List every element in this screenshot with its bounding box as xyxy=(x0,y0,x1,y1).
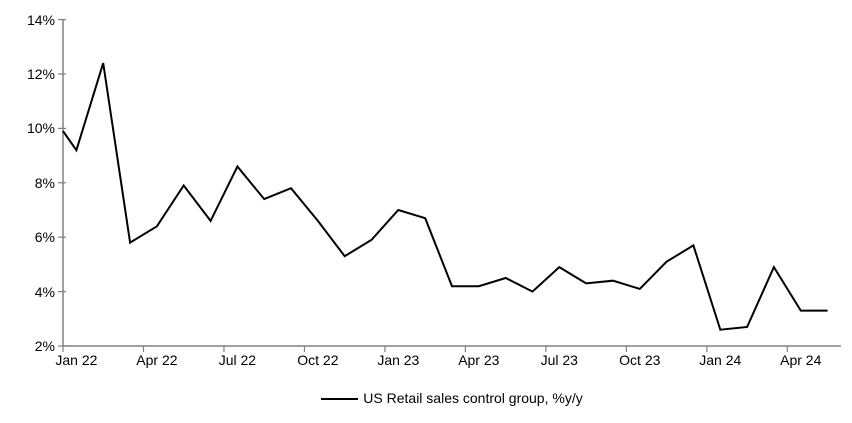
y-axis-tick-label: 2% xyxy=(34,338,55,354)
plot-area xyxy=(58,18,841,352)
y-axis-tick-label: 8% xyxy=(34,174,55,191)
x-axis-tick-label: Jul 23 xyxy=(540,352,578,368)
y-axis-tick-label: 6% xyxy=(34,229,55,246)
x-axis-tick-label: Apr 23 xyxy=(458,352,500,368)
x-axis-tick-label: Apr 24 xyxy=(780,352,822,368)
x-axis-tick-label: Oct 23 xyxy=(619,352,661,368)
x-axis-tick-label: Jan 23 xyxy=(377,352,420,368)
x-axis-tick-label: Apr 22 xyxy=(136,352,178,368)
x-axis-tick-label: Jan 24 xyxy=(699,352,742,368)
y-axis-tick-label: 4% xyxy=(34,283,55,300)
series-line-us-retail-sales-control-group xyxy=(62,62,828,331)
legend-line-swatch xyxy=(321,397,359,400)
legend: US Retail sales control group, %y/y xyxy=(63,390,841,407)
x-axis-tick-label: Jul 22 xyxy=(218,352,257,368)
legend-label: US Retail sales control group, %y/y xyxy=(363,390,583,406)
y-axis-tick-label: 14% xyxy=(26,11,55,28)
y-axis-tick-label: 12% xyxy=(26,66,55,82)
y-axis-tick-label: 10% xyxy=(26,120,55,137)
x-axis-tick-label: Oct 22 xyxy=(297,352,339,368)
x-axis-tick-label: Jan 22 xyxy=(55,352,98,368)
